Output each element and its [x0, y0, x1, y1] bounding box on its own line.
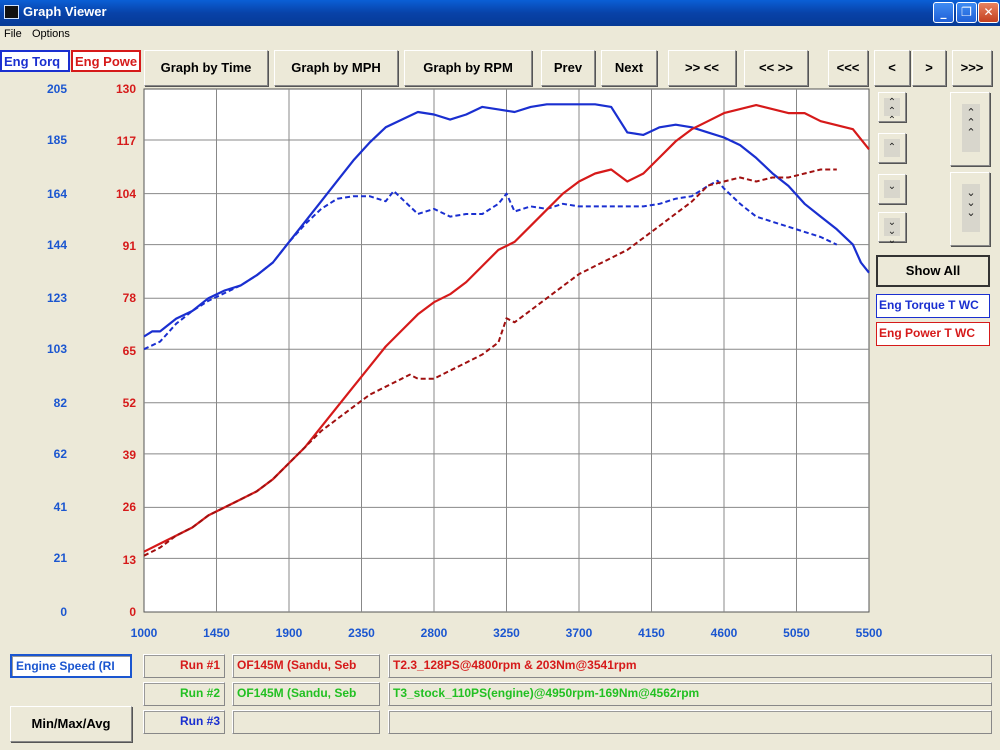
torque-tick-label: 62 [53, 446, 67, 461]
next-button[interactable]: Next [601, 50, 657, 86]
forward-button[interactable]: > [912, 50, 946, 86]
show-all-button[interactable]: Show All [876, 255, 990, 287]
x-tick-label: 1450 [203, 626, 230, 640]
power-axis-header[interactable]: Eng Powe [71, 50, 141, 72]
app-icon [4, 5, 19, 19]
x-axis-selector[interactable]: Engine Speed (RI [10, 654, 132, 678]
scroll-down-button[interactable]: ⌄ [878, 174, 906, 204]
chevron-down-icon: ⌄ [884, 180, 900, 198]
triple-chevron-up-icon: ⌃ ⌃ ⌃ [962, 104, 980, 152]
x-tick-label: 1000 [130, 626, 158, 640]
torque-axis-header[interactable]: Eng Torq [0, 50, 70, 72]
graph-by-mph-button[interactable]: Graph by MPH [274, 50, 398, 86]
double-chevron-down-icon: ⌄ ⌄ ⌄ [884, 218, 900, 246]
x-tick-label: 2800 [420, 626, 448, 640]
page-down-button[interactable]: ⌄ ⌄ ⌄ [950, 172, 990, 246]
power-tick-label: 52 [122, 395, 136, 410]
run3-label: Run #3 [143, 710, 225, 734]
scroll-top-button[interactable]: ⌃ ⌃ ⌃ [878, 92, 906, 126]
restore-button[interactable]: ❐ [956, 2, 977, 23]
series-lines [143, 103, 870, 557]
run3-desc [388, 710, 992, 734]
last-button[interactable]: >>> [952, 50, 992, 86]
plot-area [143, 88, 870, 613]
series-line-power-dashed [143, 168, 837, 557]
series-line-power-solid [143, 103, 870, 553]
x-tick-label: 4150 [638, 626, 665, 640]
title-bar: Graph Viewer _ ❐ ✕ [0, 0, 1000, 26]
double-chevron-up-icon: ⌃ ⌃ ⌃ [884, 98, 900, 126]
minimize-button[interactable]: _ [933, 2, 954, 23]
menu-options[interactable]: Options [32, 28, 70, 40]
torque-tick-label: 164 [46, 186, 67, 201]
legend-power[interactable]: Eng Power T WC [876, 322, 990, 346]
torque-tick-label: 185 [46, 133, 67, 148]
power-tick-label: 13 [122, 552, 136, 567]
x-tick-label: 2350 [348, 626, 375, 640]
page-up-button[interactable]: ⌃ ⌃ ⌃ [950, 92, 990, 166]
scroll-bottom-button[interactable]: ⌄ ⌄ ⌄ [878, 212, 906, 246]
run2-desc: T3_stock_110PS(engine)@4950rpm-169Nm@456… [388, 682, 992, 706]
graph-by-rpm-button[interactable]: Graph by RPM [404, 50, 532, 86]
series-line-torque-solid [143, 103, 870, 338]
power-tick-label: 130 [115, 82, 136, 96]
power-tick-label: 78 [122, 291, 136, 306]
x-tick-label: 1900 [275, 626, 303, 640]
back-button[interactable]: < [874, 50, 910, 86]
x-tick-label: 3250 [493, 626, 520, 640]
zoom-out-button[interactable]: << >> [744, 50, 808, 86]
close-button[interactable]: ✕ [978, 2, 999, 23]
torque-tick-label: 123 [46, 291, 67, 306]
menu-file[interactable]: File [4, 28, 22, 40]
menu-bar: File Options [0, 26, 1000, 44]
run1-vehicle: OF145M (Sandu, Seb [232, 654, 380, 678]
prev-button[interactable]: Prev [541, 50, 595, 86]
chevron-up-icon: ⌃ [884, 139, 900, 157]
torque-tick-label: 144 [46, 237, 67, 252]
torque-tick-label: 21 [53, 551, 67, 566]
power-tick-label: 117 [116, 134, 136, 149]
run1-label: Run #1 [143, 654, 225, 678]
min-max-avg-button[interactable]: Min/Max/Avg [10, 706, 132, 742]
x-tick-label: 4600 [710, 626, 738, 640]
graph-by-time-button[interactable]: Graph by Time [144, 50, 268, 86]
run2-label: Run #2 [143, 682, 225, 706]
power-tick-label: 26 [122, 500, 136, 515]
run2-vehicle: OF145M (Sandu, Seb [232, 682, 380, 706]
power-tick-label: 0 [129, 605, 136, 619]
torque-tick-label: 103 [46, 342, 67, 357]
torque-tick-label: 205 [46, 82, 67, 96]
grid [144, 89, 869, 612]
power-tick-label: 91 [122, 238, 136, 253]
x-tick-label: 5500 [855, 626, 883, 640]
torque-tick-label: 0 [60, 605, 67, 619]
torque-tick-label: 82 [53, 395, 67, 410]
run1-desc: T2.3_128PS@4800rpm & 203Nm@3541rpm [388, 654, 992, 678]
torque-tick-label: 41 [53, 500, 67, 515]
legend-torque[interactable]: Eng Torque T WC [876, 294, 990, 318]
x-tick-label: 3700 [565, 626, 593, 640]
window-title: Graph Viewer [23, 4, 107, 19]
series-line-torque-dashed [143, 179, 838, 351]
first-button[interactable]: <<< [828, 50, 868, 86]
zoom-in-button[interactable]: >> << [668, 50, 736, 86]
triple-chevron-down-icon: ⌄ ⌄ ⌄ [962, 184, 980, 232]
run3-vehicle [232, 710, 380, 734]
scroll-up-button[interactable]: ⌃ [878, 133, 906, 163]
power-tick-label: 104 [115, 186, 136, 201]
power-tick-label: 65 [122, 343, 136, 358]
power-tick-label: 39 [122, 448, 136, 463]
x-tick-label: 5050 [783, 626, 810, 640]
